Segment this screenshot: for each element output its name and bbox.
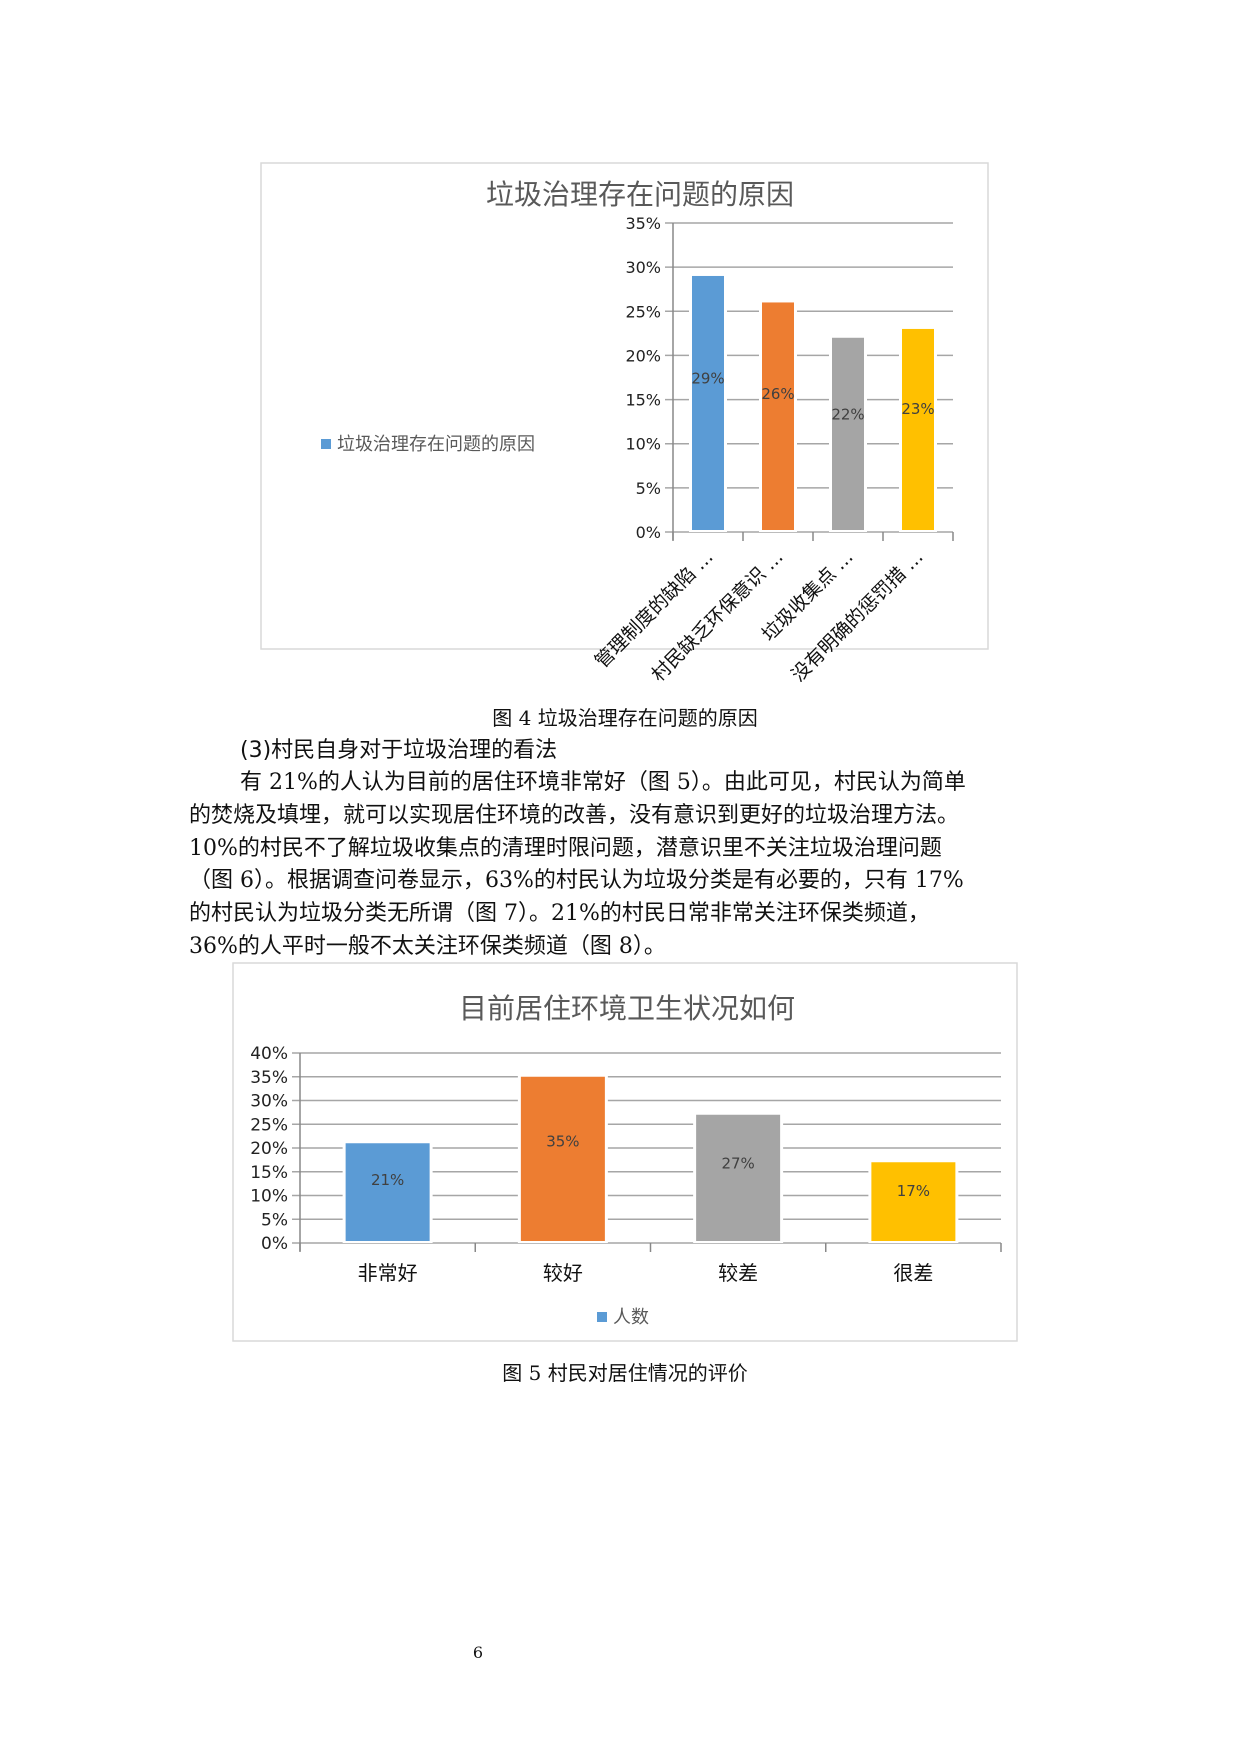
y-tick-label: 15% — [250, 1163, 288, 1183]
data-label: 21% — [371, 1171, 404, 1189]
bar — [520, 1076, 605, 1241]
data-label: 23% — [901, 400, 934, 418]
bar — [762, 302, 794, 530]
data-label: 35% — [546, 1133, 579, 1151]
legend-label: 人数 — [613, 1307, 649, 1328]
paragraph-line: 的村民认为垃圾分类无所谓（图 7）。21%的村民日常非常关注环保类频道， — [189, 901, 930, 926]
x-category-label: 非常好 — [358, 1261, 418, 1285]
chart-title: 垃圾治理存在问题的原因 — [486, 178, 794, 211]
y-tick-label: 35% — [250, 1068, 288, 1088]
chart-title: 目前居住环境卫生状况如何 — [459, 992, 795, 1025]
data-label: 17% — [897, 1182, 930, 1200]
y-tick-label: 25% — [250, 1115, 288, 1135]
y-tick-label: 20% — [250, 1139, 288, 1159]
bar — [692, 275, 724, 530]
y-tick-label: 15% — [625, 391, 661, 410]
x-category-label: 较差 — [718, 1261, 758, 1285]
data-label: 27% — [721, 1155, 754, 1173]
bar — [696, 1114, 781, 1241]
y-tick-label: 0% — [261, 1234, 288, 1254]
y-tick-label: 0% — [636, 523, 661, 542]
y-tick-label: 30% — [250, 1092, 288, 1112]
paragraph-line: 的焚烧及填埋，就可以实现居住环境的改善，没有意识到更好的垃圾治理方法。 — [189, 803, 960, 828]
page-number: 6 — [472, 1643, 484, 1662]
y-tick-label: 30% — [625, 258, 661, 277]
paragraph-line: 10%的村民不了解垃圾收集点的清理时限问题，潜意识里不关注垃圾治理问题 — [189, 836, 942, 861]
data-label: 22% — [831, 405, 864, 423]
y-tick-label: 35% — [625, 214, 661, 233]
section-heading: (3)村民自身对于垃圾治理的看法 — [240, 738, 558, 763]
bar — [871, 1162, 956, 1241]
y-tick-label: 25% — [625, 302, 661, 321]
x-category-label: 很差 — [893, 1261, 933, 1285]
bar — [902, 328, 934, 530]
x-category-label: 较好 — [543, 1261, 583, 1285]
y-tick-label: 10% — [250, 1187, 288, 1207]
y-tick-label: 10% — [625, 435, 661, 454]
legend-label: 垃圾治理存在问题的原因 — [337, 434, 535, 455]
bar — [832, 337, 864, 530]
figure-4-caption: 图 4 垃圾治理存在问题的原因 — [492, 706, 758, 730]
y-tick-label: 20% — [625, 346, 661, 365]
legend-swatch — [321, 439, 331, 449]
legend-swatch — [597, 1312, 607, 1322]
bar — [345, 1143, 430, 1241]
paragraph-line: 36%的人平时一般不太关注环保类频道（图 8）。 — [189, 934, 666, 959]
y-tick-label: 5% — [636, 479, 661, 498]
paragraph-line: （图 6）。根据调查问卷显示，63%的村民认为垃圾分类是有必要的，只有 17% — [189, 868, 964, 893]
data-label: 29% — [691, 370, 724, 388]
y-tick-label: 5% — [261, 1210, 288, 1230]
data-label: 26% — [761, 385, 794, 403]
paragraph-line: 有 21%的人认为目前的居住环境非常好（图 5）。由此可见，村民认为简单 — [240, 770, 966, 795]
figure-5-caption: 图 5 村民对居住情况的评价 — [502, 1361, 748, 1385]
y-tick-label: 40% — [250, 1044, 288, 1064]
